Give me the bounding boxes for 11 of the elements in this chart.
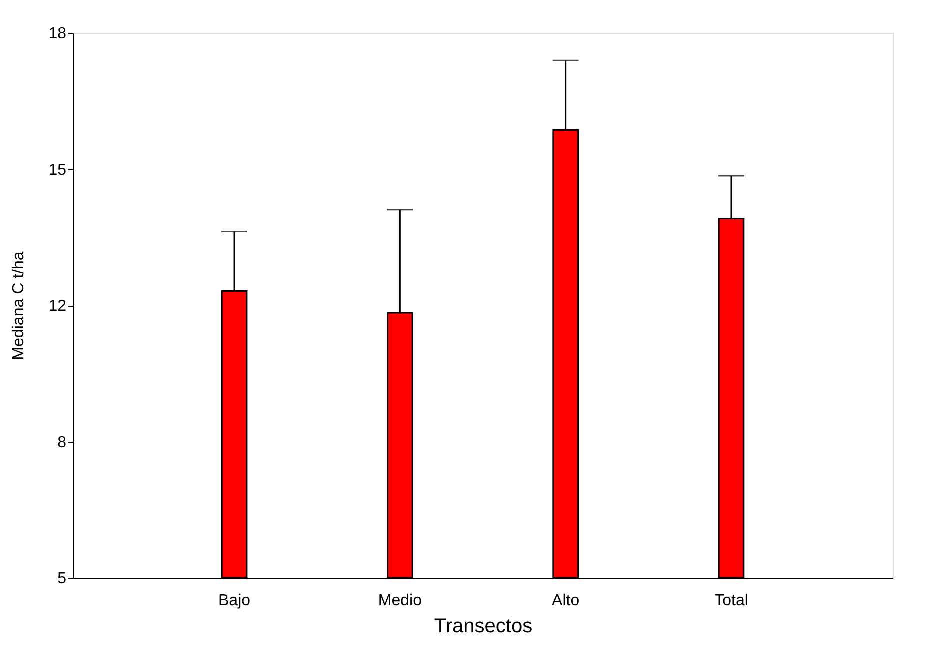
- x-tick-label: Medio: [378, 592, 422, 610]
- y-tick-label: 18: [48, 26, 67, 42]
- y-tick-label: 15: [48, 162, 67, 179]
- y-tick-label: 5: [58, 570, 67, 588]
- x-axis-title: Transectos: [434, 616, 533, 638]
- x-tick-label: Bajo: [218, 592, 251, 610]
- y-tick-label: 12: [48, 298, 67, 315]
- y-tick-label: 8: [58, 434, 67, 452]
- x-tick-label: Total: [714, 592, 748, 610]
- y-axis-title: Mediana C t/ha: [10, 252, 28, 360]
- x-tick-label: Alto: [552, 592, 580, 610]
